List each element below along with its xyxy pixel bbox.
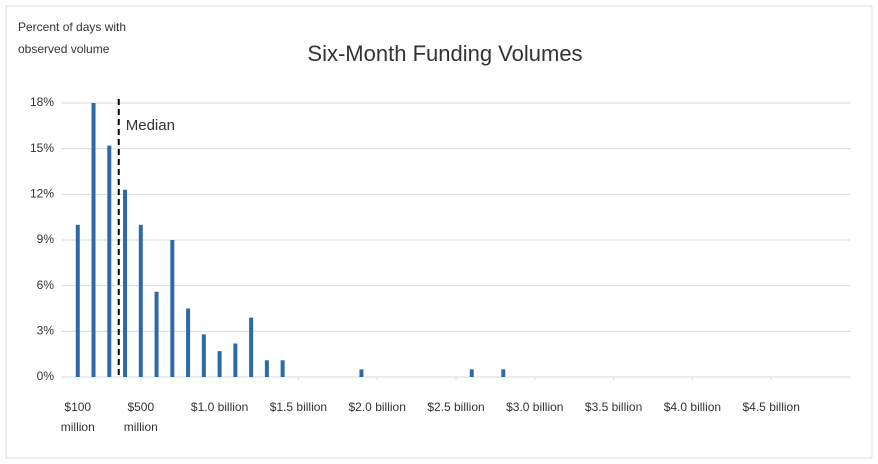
bar <box>201 334 206 377</box>
x-tick-label: $3.0 billion <box>506 400 564 414</box>
bar <box>107 145 112 377</box>
bar <box>91 103 96 377</box>
bar <box>469 369 474 377</box>
bar <box>280 360 285 377</box>
y-tick-label: 9% <box>37 232 55 246</box>
y-tick-label: 18% <box>30 95 54 109</box>
chart-frame <box>5 5 873 459</box>
x-tick-label: $4.0 billion <box>663 400 722 414</box>
y-tick-label: 12% <box>30 187 54 201</box>
y-tick-label: 15% <box>30 141 54 155</box>
bar <box>154 291 159 377</box>
y-tick-label: 0% <box>37 369 55 383</box>
bar <box>123 189 128 377</box>
bar <box>138 224 143 377</box>
x-tick-label: $100 million <box>60 400 95 434</box>
chart-title: Six-Month Funding Volumes <box>307 41 582 66</box>
x-tick-label: $1.0 billion <box>190 400 249 414</box>
x-tick-label: $2.0 billion <box>348 400 406 414</box>
x-tick-label: $3.5 billion <box>584 400 643 414</box>
bar <box>233 343 238 377</box>
y-tick-label: 3% <box>37 324 55 338</box>
bar <box>186 308 191 377</box>
bar <box>264 360 269 377</box>
x-tick-label: $4.5 billion <box>742 400 800 414</box>
bar <box>249 317 254 377</box>
x-tick-label: $500 million <box>123 400 158 434</box>
x-tick-label: $2.5 billion <box>427 400 485 414</box>
bar <box>501 369 506 377</box>
bar <box>359 369 364 377</box>
y-axis-label: Percent of days with observed volume <box>18 20 127 56</box>
x-tick-label: $1.5 billion <box>269 400 328 414</box>
y-tick-label: 6% <box>37 278 55 292</box>
bar <box>170 240 175 377</box>
bar <box>75 224 80 377</box>
bar <box>217 351 222 377</box>
annotation: Median <box>126 117 175 134</box>
